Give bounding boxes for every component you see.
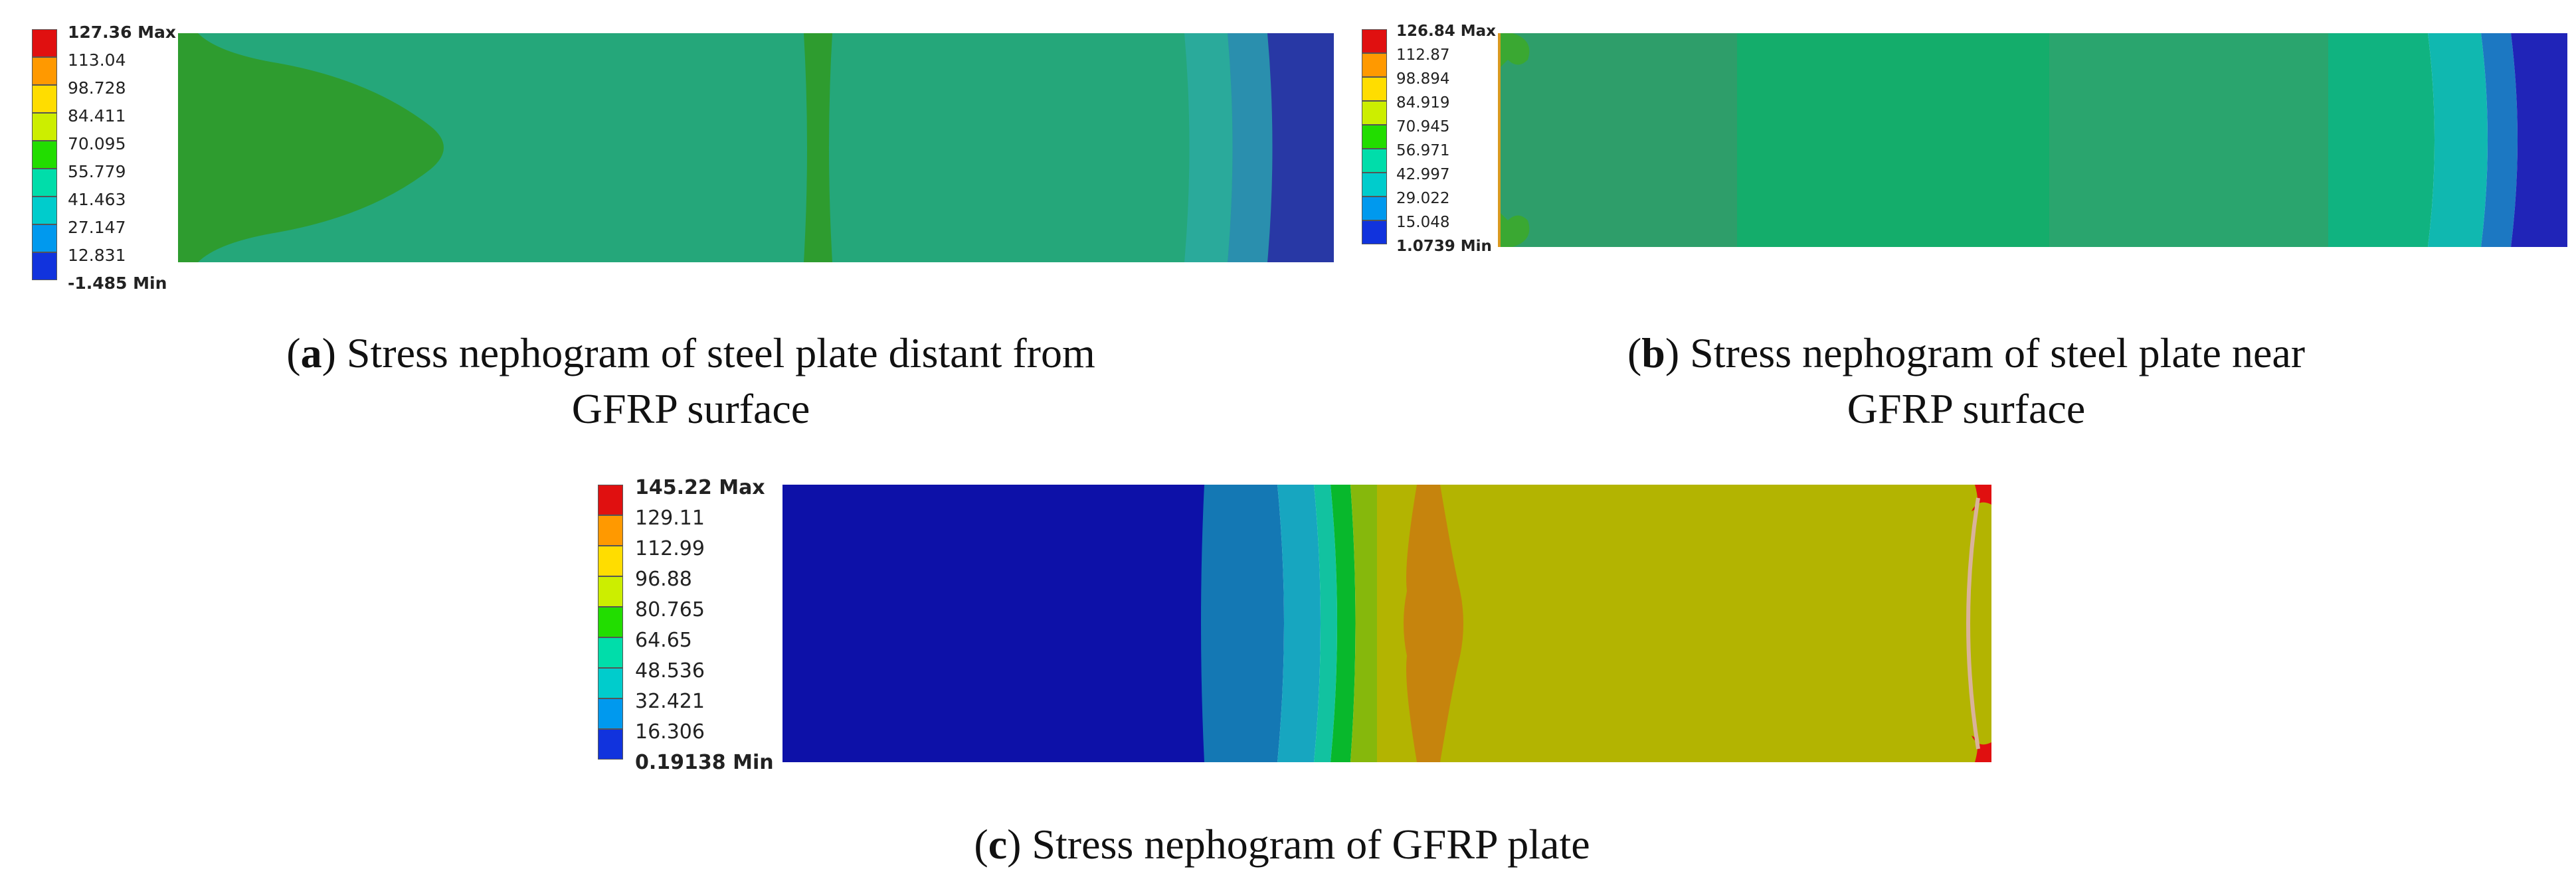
legend-c-label-6: 48.536 xyxy=(635,659,705,683)
legend-c-label-1: 129.11 xyxy=(635,507,705,530)
plate-a-thin-band xyxy=(804,33,832,262)
legend-b-swatch-4 xyxy=(1362,125,1387,149)
legend-c-swatch-0 xyxy=(598,485,623,515)
legend-c-label-0: 145.22 Max xyxy=(635,476,765,499)
legend-b-swatch-8 xyxy=(1362,220,1387,244)
legend-c-swatch-3 xyxy=(598,576,623,607)
legend-b-label-4: 70.945 xyxy=(1396,118,1450,135)
plate-b-corner-bottom xyxy=(1498,210,1530,247)
legend-b-swatch-2 xyxy=(1362,77,1387,101)
plate-a-bulb xyxy=(178,33,444,262)
plate-b xyxy=(1498,33,2567,247)
plate-b-mid-zone xyxy=(1737,33,2049,247)
caption-a-tag: a xyxy=(300,329,322,376)
plate-a-edge xyxy=(1267,33,1334,262)
plate-b-green-band xyxy=(2328,33,2435,247)
legend-c-label-7: 32.421 xyxy=(635,690,705,713)
plate-c-right-corner-top xyxy=(1972,485,1991,511)
legend-a-swatch-5 xyxy=(32,169,57,197)
legend-c-label-2: 112.99 xyxy=(635,537,705,560)
plate-a-band-2 xyxy=(1228,33,1273,262)
caption-c-text: ) Stress nephogram of GFRP plate xyxy=(1007,821,1590,868)
legend-a-label-7: 27.147 xyxy=(68,218,126,237)
legend-b-label-2: 98.894 xyxy=(1396,70,1450,88)
legend-b-swatch-0 xyxy=(1362,29,1387,53)
caption-c: (c) Stress nephogram of GFRP plate xyxy=(974,821,1590,868)
plate-c-yellow-zone xyxy=(1377,485,1991,762)
plate-b-corner-top xyxy=(1498,33,1530,70)
plate-c-orange-band xyxy=(1404,485,1463,762)
plate-c-blue-zone xyxy=(782,485,1211,762)
plate-b-edge-red xyxy=(1498,33,1501,247)
plate-a-band-1 xyxy=(1184,33,1233,262)
plate-c-green-band xyxy=(1331,485,1356,762)
legend-a-label-8: 12.831 xyxy=(68,246,126,265)
plate-c-right-corner-bottom xyxy=(1972,736,1991,762)
plate-c-teal-band xyxy=(1314,485,1337,762)
legend-a-label-6: 41.463 xyxy=(68,190,126,209)
caption-b-tag: b xyxy=(1641,329,1665,376)
legend-b-label-0: 126.84 Max xyxy=(1396,23,1497,40)
plate-c-cyan-band xyxy=(1277,485,1321,762)
legend-c-swatch-2 xyxy=(598,546,623,576)
plate-c-right-edge-arc xyxy=(1966,497,1980,750)
legend-c-label-5: 64.65 xyxy=(635,629,692,652)
legend-a-swatch-0 xyxy=(32,29,57,57)
plate-b-edge xyxy=(2511,33,2567,247)
legend-a-swatch-3 xyxy=(32,113,57,141)
caption-a-text: ) Stress nephogram of steel plate distan… xyxy=(322,329,1095,376)
legend-b-swatch-7 xyxy=(1362,197,1387,220)
caption-b-line2: GFRP surface xyxy=(1847,385,2086,433)
legend-b-label-9: 1.0739 Min xyxy=(1396,238,1492,255)
legend-a-label-5: 55.779 xyxy=(68,162,126,181)
plate-b-band-2 xyxy=(2481,33,2518,247)
legend-a-label-1: 113.04 xyxy=(68,50,126,70)
legend-c-label-4: 80.765 xyxy=(635,598,705,621)
legend-c-label-3: 96.88 xyxy=(635,568,692,591)
legend-a-swatch-8 xyxy=(32,252,57,280)
legend-b-label-8: 15.048 xyxy=(1396,214,1450,231)
legend-c-label-9: 0.19138 Min xyxy=(635,751,774,774)
legend-c-swatch-4 xyxy=(598,607,623,637)
legend-a-label-9: -1.485 Min xyxy=(68,274,167,293)
legend-a-swatch-6 xyxy=(32,197,57,224)
legend-b-label-5: 56.971 xyxy=(1396,142,1450,159)
plate-b-band-1 xyxy=(2428,33,2488,247)
legend-c-label-8: 16.306 xyxy=(635,720,705,744)
legend-a-swatch-7 xyxy=(32,224,57,252)
plate-b-left-zone xyxy=(1498,33,1737,247)
legend-b-swatch-1 xyxy=(1362,53,1387,77)
legend-a-label-4: 70.095 xyxy=(68,134,126,153)
caption-b-text: ) Stress nephogram of steel plate near xyxy=(1665,329,2306,376)
legend-c-swatch-7 xyxy=(598,698,623,729)
plate-a xyxy=(178,33,1334,262)
legend-a-label-2: 98.728 xyxy=(68,78,126,98)
legend-c-swatch-6 xyxy=(598,668,623,698)
plate-b-mid-zone-2 xyxy=(2049,33,2328,247)
legend-a-label-3: 84.411 xyxy=(68,106,126,125)
legend-a-swatch-4 xyxy=(32,141,57,169)
legend-c-swatch-1 xyxy=(598,515,623,546)
plate-c-steel-band xyxy=(1201,485,1284,762)
caption-a-line2: GFRP surface xyxy=(571,385,810,433)
legend-b-swatch-5 xyxy=(1362,149,1387,173)
legend-b-label-1: 112.87 xyxy=(1396,46,1450,64)
legend-a-label-0: 127.36 Max xyxy=(68,23,177,42)
legend-a-swatch-2 xyxy=(32,85,57,113)
legend-a-swatch-1 xyxy=(32,57,57,85)
legend-b-label-6: 42.997 xyxy=(1396,166,1450,183)
legend-b-label-3: 84.919 xyxy=(1396,94,1450,112)
caption-a: (a) Stress nephogram of steel plate dist… xyxy=(286,329,1095,433)
caption-b: (b) Stress nephogram of steel plate near… xyxy=(1627,329,2306,433)
plate-c-lime-band xyxy=(1350,485,1380,762)
legend-c-swatch-8 xyxy=(598,729,623,760)
legend-b-swatch-6 xyxy=(1362,173,1387,197)
caption-c-tag: c xyxy=(988,821,1008,868)
legend-b-swatch-3 xyxy=(1362,101,1387,125)
plate-c xyxy=(782,485,1991,762)
legend-c-swatch-5 xyxy=(598,637,623,668)
legend-b-label-7: 29.022 xyxy=(1396,190,1450,207)
